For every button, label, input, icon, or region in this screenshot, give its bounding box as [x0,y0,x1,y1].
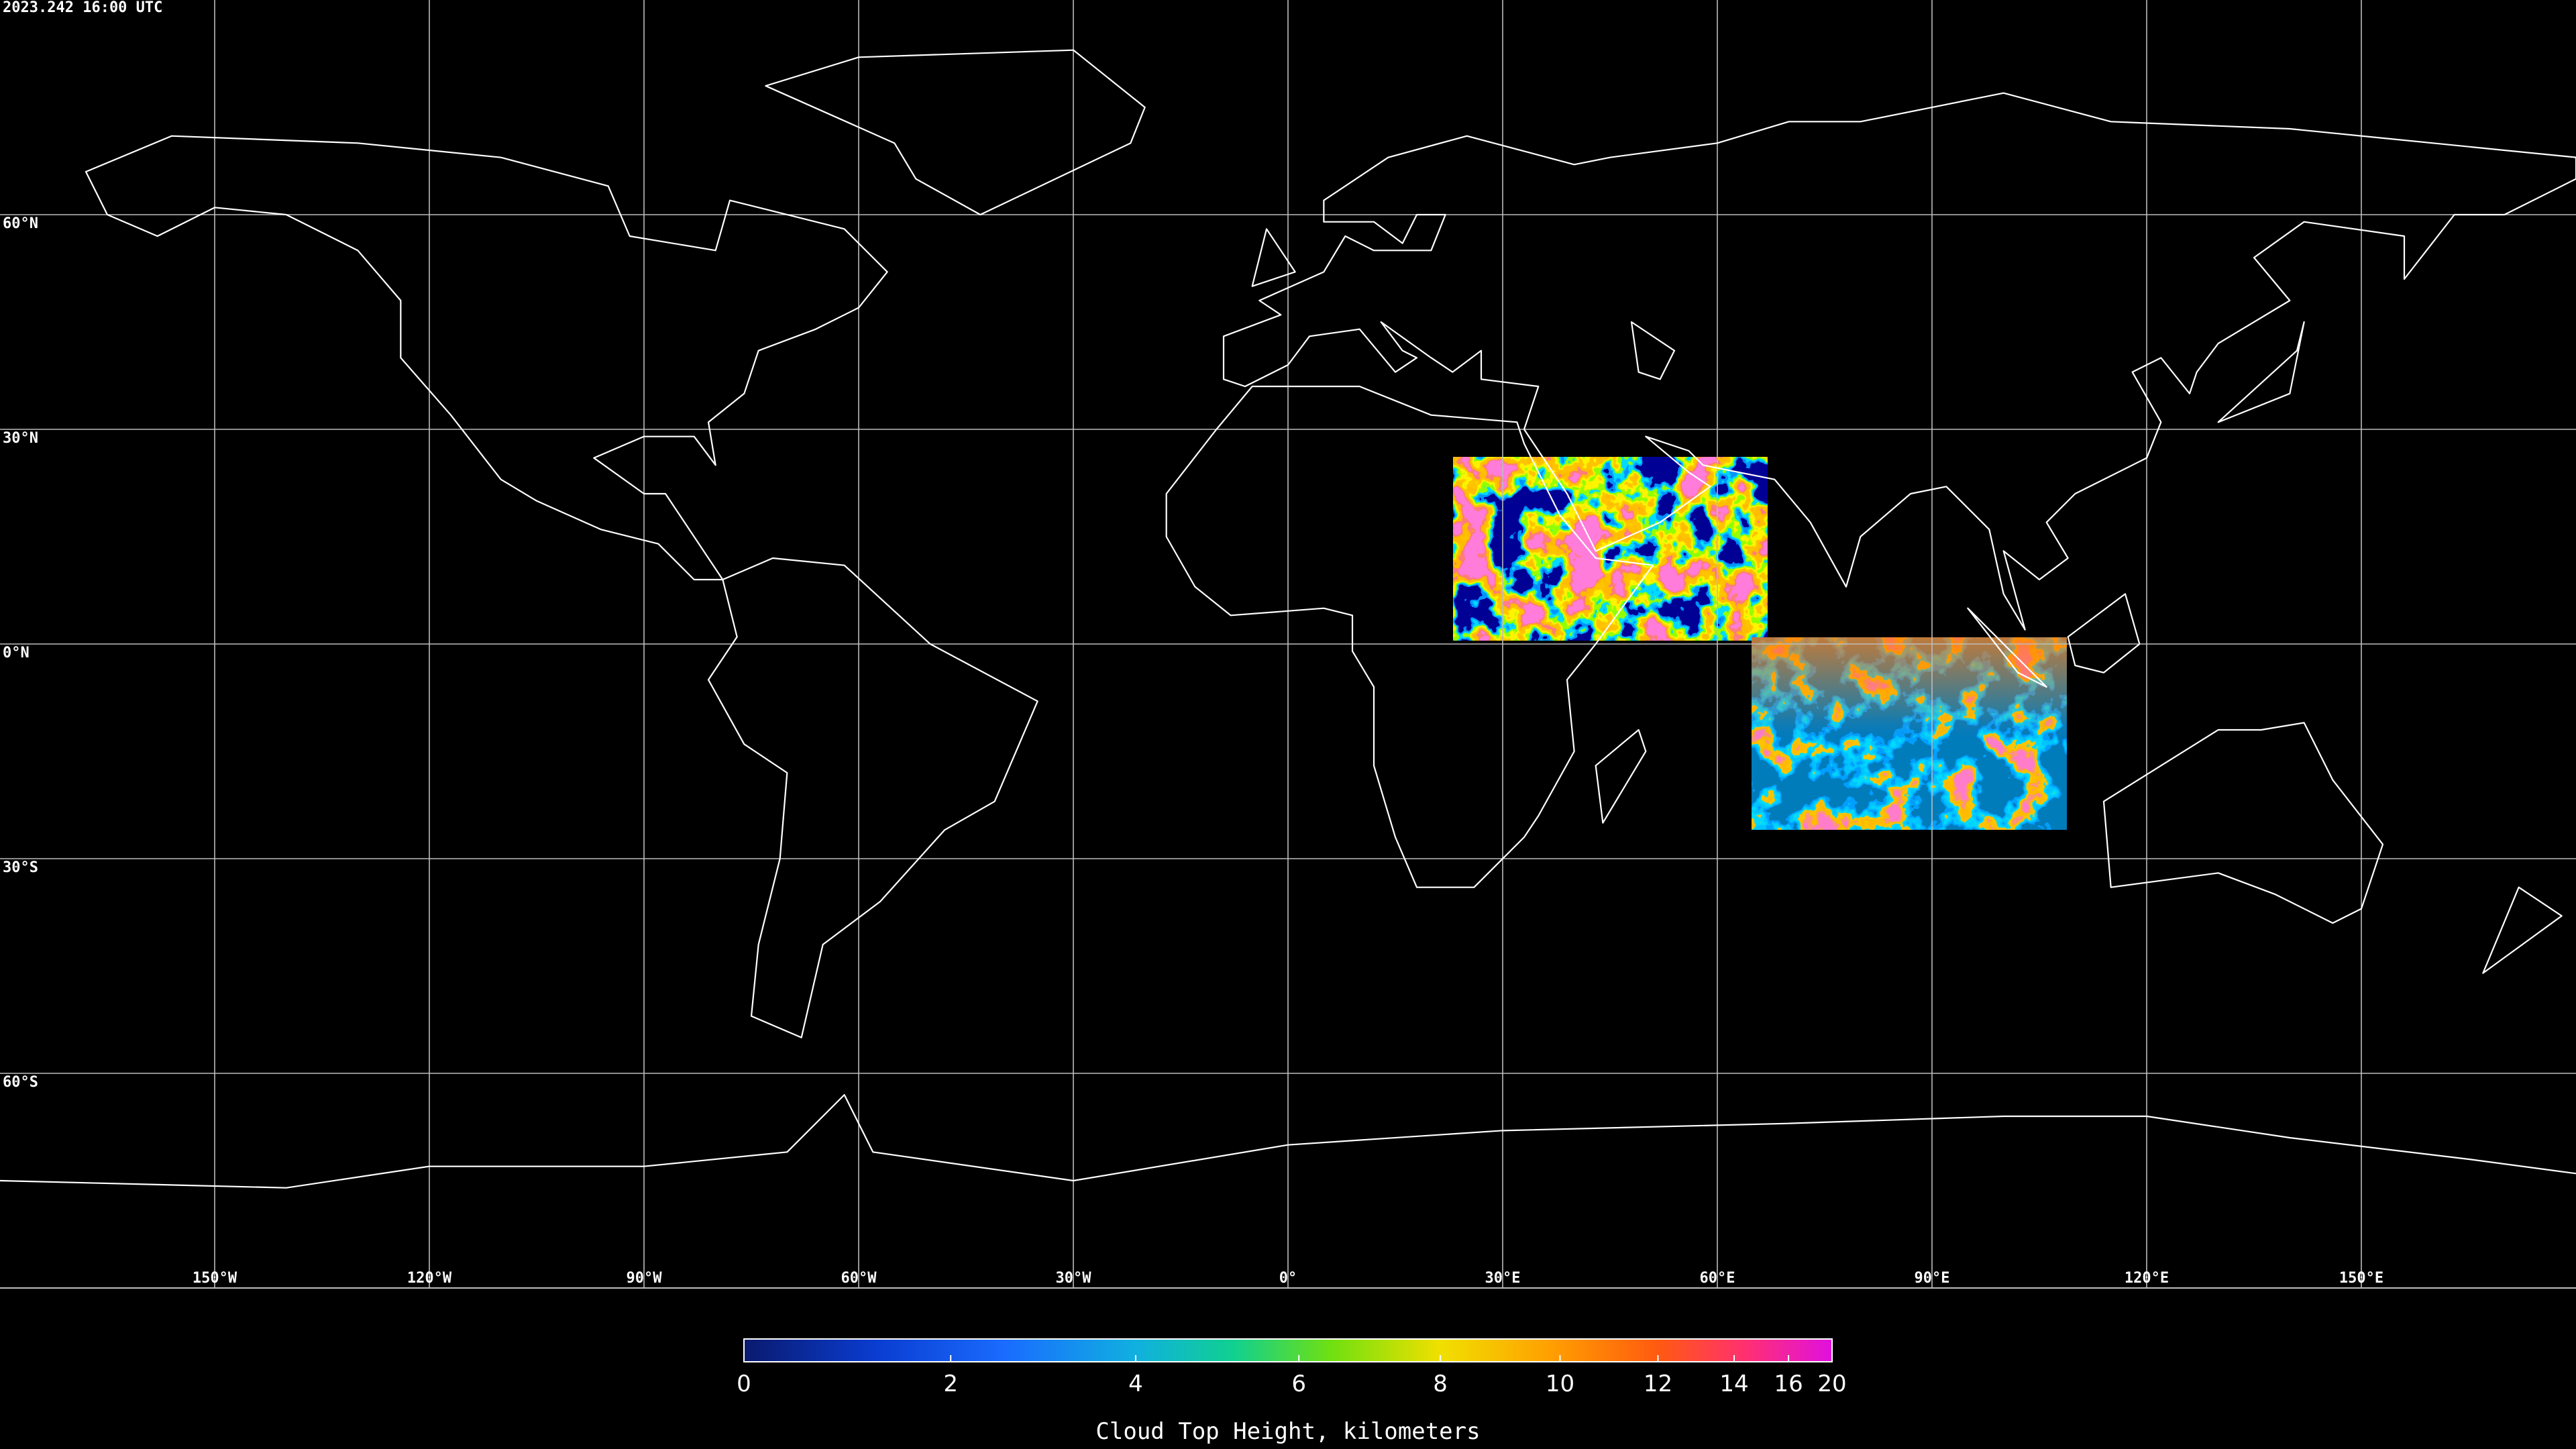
timestamp: 2023.242 16:00 UTC [3,0,162,16]
colorbar [743,1338,1833,1362]
coastline [765,50,1144,215]
coastline [1224,93,2576,630]
longitude-label: 0° [1279,1270,1297,1287]
colorbar-tick-label: 20 [1817,1371,1846,1397]
coastline [708,558,1038,1038]
latitude-label: 60°N [3,215,38,232]
longitude-label: 60°W [841,1270,877,1287]
colorbar-tick-label: 4 [1128,1371,1143,1397]
colorbar-title: Cloud Top Height, kilometers [1095,1418,1480,1445]
longitude-label: 150°E [2339,1270,2383,1287]
latitude-label: 0°N [3,645,30,661]
longitude-label: 90°W [627,1270,663,1287]
cloud-swath-tint [1752,637,2067,830]
colorbar-tick-label: 6 [1291,1371,1306,1397]
longitude-label: 30°E [1485,1270,1521,1287]
cloud-imagery [1453,457,2067,830]
longitude-label: 30°W [1056,1270,1092,1287]
longitude-label: 150°W [193,1270,237,1287]
latitude-label: 30°N [3,430,38,447]
longitude-label: 120°W [407,1270,452,1287]
graticule [0,0,2576,1288]
longitude-label: 90°E [1915,1270,1950,1287]
cloud-swath [1453,457,1768,641]
coastline [2104,722,2383,923]
longitude-label: 120°E [2125,1270,2169,1287]
colorbar-tick-label: 10 [1546,1371,1574,1397]
coastline [0,1095,2576,1188]
colorbar-tick-label: 2 [943,1371,958,1397]
coastline [1252,229,2562,973]
latitude-label: 60°S [3,1074,38,1091]
coastlines [0,50,2576,1188]
latitude-label: 30°S [3,859,38,876]
colorbar-ramp [743,1338,1833,1362]
colorbar-tick-label: 12 [1644,1371,1672,1397]
colorbar-tick-label: 0 [737,1371,751,1397]
colorbar-tick-label: 8 [1433,1371,1448,1397]
coastline [1167,386,1653,888]
coastline [86,136,888,580]
colorbar-tick-label: 16 [1774,1371,1803,1397]
longitude-label: 60°E [1700,1270,1735,1287]
colorbar-tick-label: 14 [1719,1371,1748,1397]
